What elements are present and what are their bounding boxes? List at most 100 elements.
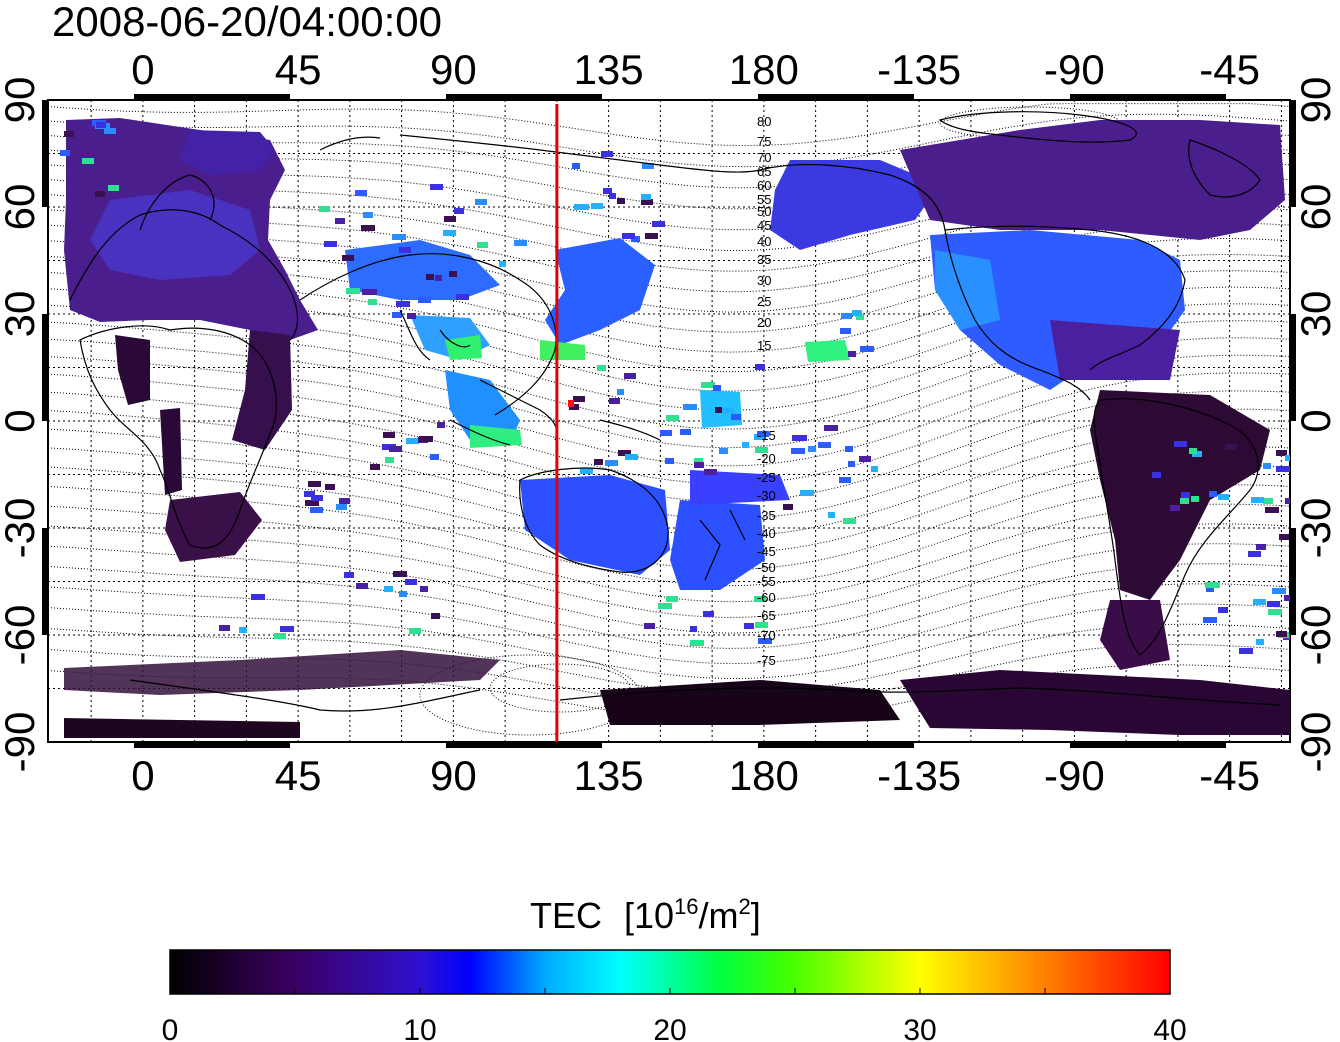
tec-patch-e-africa <box>232 330 292 450</box>
colorbar <box>169 949 1171 995</box>
tec-data-pixel <box>392 312 402 318</box>
top-longitude-labels: 0 45 90 135 180 -135 -90 -45 <box>131 46 1260 93</box>
tec-data-pixel <box>1256 639 1264 645</box>
tec-data-pixel <box>660 430 672 436</box>
magnetic-lat-label: 70 <box>757 150 771 165</box>
tec-data-pixel <box>594 459 603 465</box>
tec-data-pixel <box>418 297 431 303</box>
longitude-label: -90 <box>1044 752 1105 799</box>
tec-data-pixel <box>694 462 704 468</box>
tec-data-pixel <box>339 498 350 504</box>
tec-data-pixel <box>1265 507 1279 513</box>
tec-data-pixel <box>839 477 851 483</box>
tec-data-pixel <box>871 466 878 472</box>
tec-data-pixel <box>435 275 442 281</box>
tec-data-pixel <box>1263 463 1271 469</box>
tec-data-pixel <box>680 429 691 435</box>
tec-data-pixel <box>843 518 856 524</box>
tec-data-pixel <box>597 365 606 371</box>
magnetic-lat-label: -60 <box>757 590 776 605</box>
tec-data-pixel <box>1284 595 1290 601</box>
latitude-label: -60 <box>1292 605 1339 666</box>
longitude-label: -45 <box>1199 46 1260 93</box>
latitude-label: 60 <box>1292 184 1339 231</box>
tec-patch-europe-core <box>90 190 260 280</box>
magnetic-lat-label: 20 <box>757 315 771 330</box>
colorbar-ticks <box>169 988 1171 994</box>
tec-data-pixel <box>1248 551 1261 557</box>
magnetic-contour <box>48 523 1290 619</box>
magnetic-lat-label: -35 <box>757 508 776 523</box>
tec-data-pixel <box>641 194 651 200</box>
tec-data-pixel <box>719 448 728 454</box>
tec-data-pixel <box>658 603 672 609</box>
tec-data-pixel <box>755 447 768 453</box>
tec-data-pixel <box>645 233 658 239</box>
tec-data-pixel <box>384 586 393 592</box>
tec-patch-philippines <box>540 340 585 360</box>
frame-ticks <box>42 94 1296 748</box>
magnetic-pole-loop <box>489 663 631 713</box>
tec-data-pixel <box>605 460 618 466</box>
tec-patch-n-africa <box>115 335 150 405</box>
tec-data-pixel <box>666 415 679 421</box>
tec-data-pixel <box>572 163 580 169</box>
tec-data-pixel <box>1279 534 1289 540</box>
tec-data-pixel <box>1285 455 1290 461</box>
tec-data-pixel <box>393 571 407 577</box>
tec-data-pixel <box>704 469 717 475</box>
tec-data-pixel <box>818 442 831 448</box>
tec-data-pixel <box>1272 588 1286 594</box>
tec-peak-point <box>568 400 574 407</box>
tec-data-pixel <box>701 382 715 388</box>
tec-data-pixel <box>437 422 445 428</box>
tec-data-pixel <box>1239 648 1253 654</box>
tec-data-pixel <box>1251 497 1264 503</box>
longitude-label: -135 <box>877 46 961 93</box>
tec-data-pixel <box>310 507 323 513</box>
colorbar-tick-label: 20 <box>653 1014 686 1042</box>
tec-data-pixel <box>652 221 665 227</box>
tec-data-pixel <box>783 504 793 510</box>
right-latitude-labels: 90 60 30 0 -30 -60 -90 <box>1292 77 1339 773</box>
magnetic-contour <box>48 464 1290 571</box>
tec-data-pixel <box>311 495 323 501</box>
colorbar-tick-label: 0 <box>162 1014 179 1042</box>
tec-data-pixel <box>499 261 506 267</box>
tec-patch-antarctica-east <box>600 680 900 725</box>
tec-data-pixel <box>399 247 411 253</box>
tec-patch-s-america <box>1090 390 1270 600</box>
tec-data-pixel <box>108 185 119 191</box>
tec-patch-pacific-green <box>805 340 850 362</box>
magnetic-lat-label: -30 <box>757 488 776 503</box>
tec-patch-antarctica-west <box>900 670 1290 735</box>
tec-data-pixel <box>355 190 367 196</box>
magnetic-lat-label: 25 <box>757 294 771 309</box>
tec-data-pixel <box>274 633 286 639</box>
magnetic-lat-label: -40 <box>757 526 776 541</box>
tec-patch-japan <box>545 238 655 345</box>
plot-title: 2008-06-20/04:00:00 <box>52 0 442 45</box>
tec-data-pixel <box>591 203 603 209</box>
tec-data-pixel <box>644 623 655 629</box>
tec-data-pixel <box>396 301 410 307</box>
magnetic-contour <box>48 563 1290 649</box>
tec-patch-nz <box>670 500 765 590</box>
longitude-label: 0 <box>131 752 154 799</box>
tec-data-pixel <box>64 131 74 137</box>
latitude-label: 90 <box>0 77 43 124</box>
tec-data-pixel <box>622 233 635 239</box>
magnetic-contour <box>48 623 1290 694</box>
tec-data-pixel <box>426 274 434 280</box>
left-latitude-labels: 90 60 30 0 -30 -60 -90 <box>0 77 43 773</box>
tec-data-pixel <box>800 490 814 496</box>
tec-data-pixel <box>609 193 616 199</box>
tec-data-pixel <box>1285 498 1290 504</box>
tec-data-pixel <box>755 364 765 370</box>
tec-data-pixel <box>573 396 585 402</box>
tec-data-pixel <box>456 294 469 300</box>
tec-data-pixel <box>1256 544 1266 550</box>
coastlines <box>69 111 1281 712</box>
magnetic-lat-label: 65 <box>757 164 771 179</box>
tec-data-pixel <box>755 622 768 628</box>
